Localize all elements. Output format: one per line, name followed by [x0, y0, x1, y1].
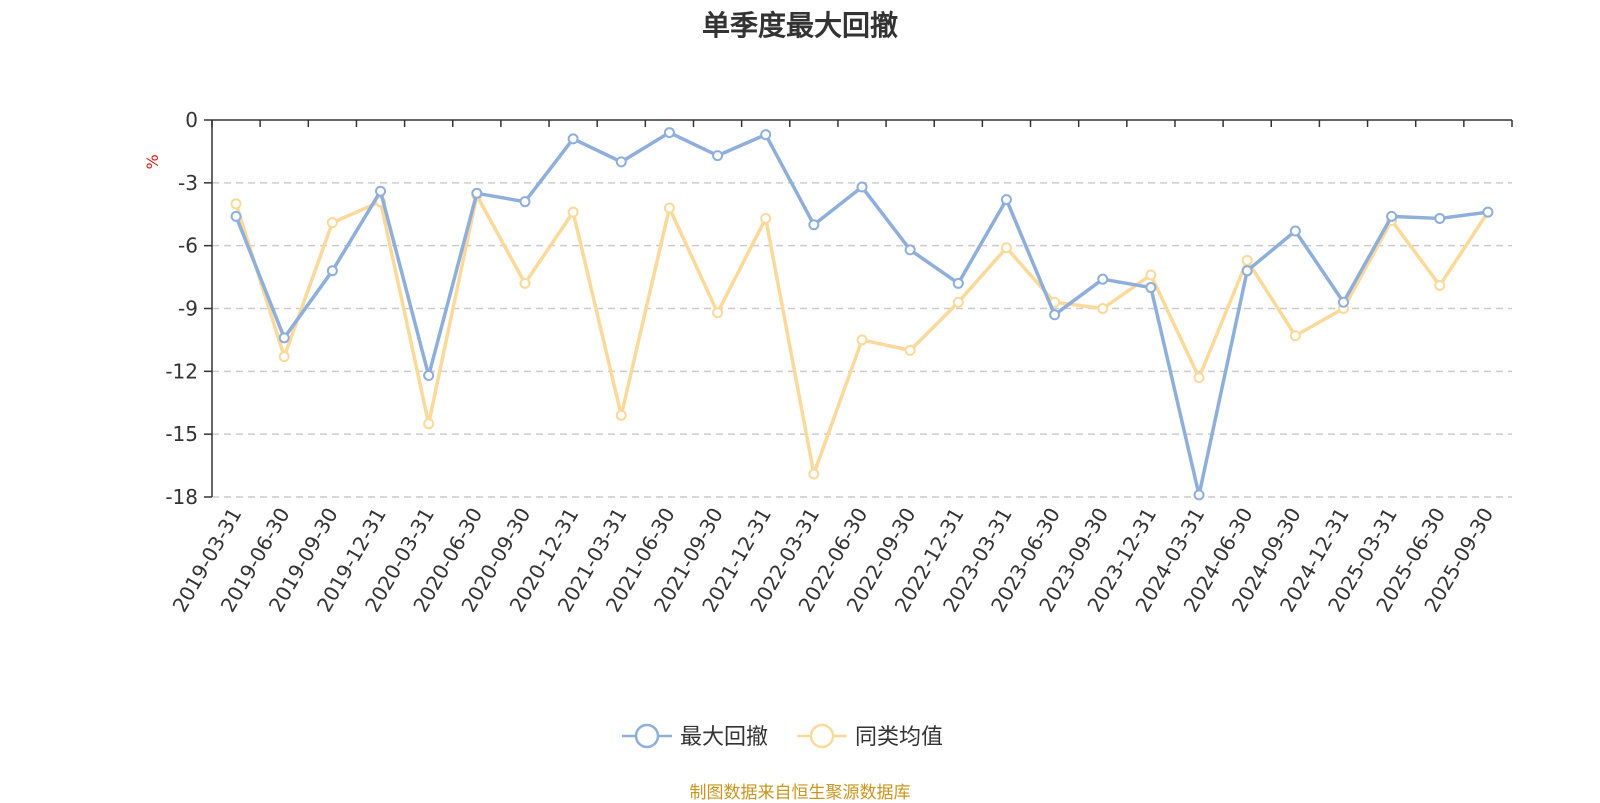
data-point: [712, 307, 724, 319]
data-point: [712, 150, 724, 162]
data-point: [1434, 279, 1446, 291]
data-point: [1097, 273, 1109, 285]
series-peer-average: [230, 189, 1494, 480]
data-point: [663, 202, 675, 214]
data-point: [952, 277, 964, 289]
legend-label: 同类均值: [855, 725, 943, 750]
legend-label: 最大回撤: [680, 725, 768, 750]
data-point: [1289, 330, 1301, 342]
data-point: [230, 198, 242, 210]
legend-item-peer-average[interactable]: 同类均值: [797, 723, 943, 750]
data-point: [856, 181, 868, 193]
data-point: [567, 133, 579, 145]
data-point: [1434, 212, 1446, 224]
chart-title: 单季度最大回撤: [701, 9, 898, 42]
data-point: [471, 187, 483, 199]
y-tick-label: -12: [165, 359, 198, 383]
data-point: [1097, 303, 1109, 314]
y-tick-label: -15: [165, 422, 198, 446]
data-point: [1193, 372, 1205, 384]
data-point: [1241, 254, 1253, 266]
data-point: [519, 277, 531, 289]
data-point: [278, 351, 290, 363]
data-point: [760, 212, 772, 224]
data-point: [856, 334, 868, 346]
data-point: [904, 244, 916, 256]
legend-circle-icon: [634, 723, 660, 749]
data-point: [1289, 225, 1301, 237]
data-point: [1145, 269, 1157, 281]
data-point: [952, 296, 964, 308]
data-point: [663, 127, 675, 139]
y-tick-label: -9: [178, 297, 198, 321]
data-point: [326, 265, 338, 277]
data-point: [615, 409, 627, 421]
data-point: [278, 332, 290, 344]
data-point: [808, 468, 820, 480]
data-point: [567, 206, 579, 218]
data-source-note: 制图数据来自恒生聚源数据库: [689, 783, 911, 803]
data-point: [1000, 242, 1012, 254]
data-point: [904, 344, 916, 356]
data-point: [1000, 194, 1012, 206]
y-tick-label: 0: [185, 108, 198, 132]
legend[interactable]: 最大回撤 同类均值: [622, 723, 943, 750]
legend-circle-icon: [809, 723, 835, 749]
data-point: [519, 196, 531, 208]
y-tick-label: -3: [178, 171, 198, 195]
data-point: [1337, 296, 1349, 308]
data-point: [230, 210, 242, 222]
series-max-drawdown: [230, 127, 1494, 501]
series: [230, 127, 1494, 501]
data-point: [1241, 265, 1253, 277]
data-point: [1386, 210, 1398, 222]
axes: 0-3-6-9-12-15-18%2019-03-312019-06-30201…: [143, 108, 1513, 616]
data-point: [423, 418, 435, 430]
data-point: [615, 156, 627, 168]
y-axis-unit-label: %: [143, 154, 162, 169]
data-point: [1049, 309, 1061, 321]
data-point: [1145, 282, 1157, 294]
data-point: [808, 219, 820, 231]
y-tick-label: -18: [165, 485, 198, 509]
data-point: [375, 185, 387, 197]
data-point: [760, 129, 772, 141]
data-point: [1482, 206, 1494, 218]
data-point: [326, 217, 338, 229]
data-point: [423, 370, 435, 382]
data-point: [1193, 489, 1205, 501]
y-tick-label: -6: [178, 234, 198, 258]
legend-item-max-drawdown[interactable]: 最大回撤: [622, 723, 768, 750]
